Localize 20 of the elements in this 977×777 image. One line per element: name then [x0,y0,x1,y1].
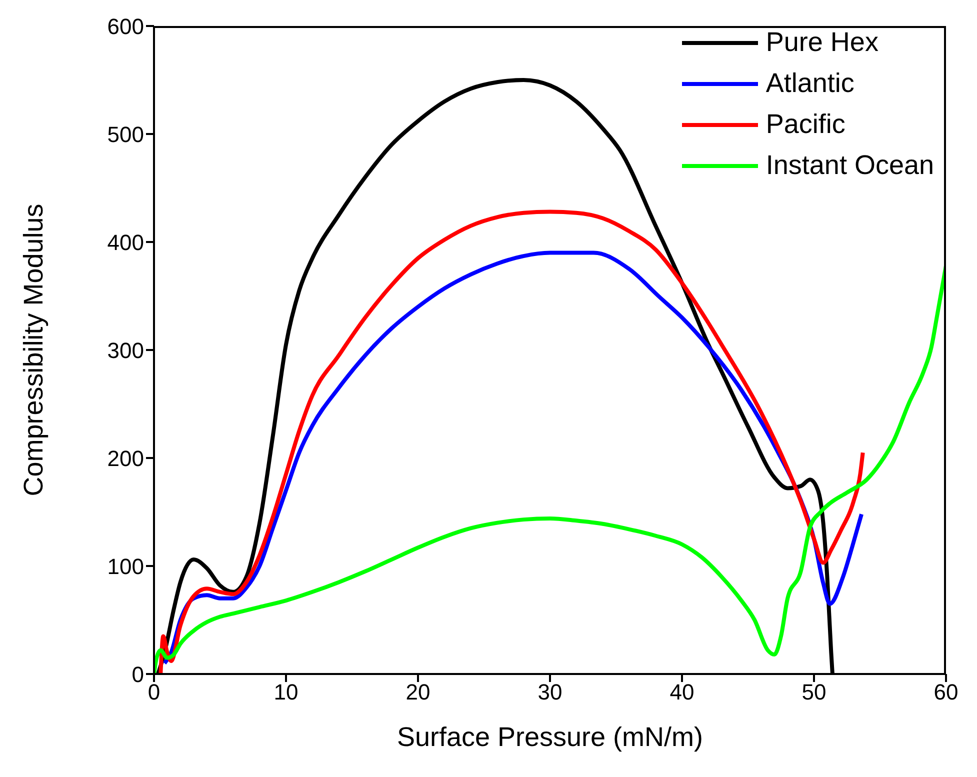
y-tick-label: 600 [107,14,144,39]
x-tick-label: 60 [934,680,958,705]
y-tick-label: 400 [107,230,144,255]
x-tick-label: 50 [802,680,826,705]
y-tick-label: 200 [107,446,144,471]
x-axis-title: Surface Pressure (mN/m) [396,722,704,753]
y-tick-label: 0 [132,662,144,687]
legend-label: Pacific [766,108,846,141]
x-tick-label: 30 [538,680,562,705]
legend-label: Atlantic [766,67,854,100]
y-tick-label: 500 [107,122,144,147]
legend-label: Pure Hex [766,26,878,59]
x-tick-label: 10 [274,680,298,705]
x-tick-label: 20 [406,680,430,705]
y-axis-title: Compressibility Modulus [18,204,50,496]
y-tick-label: 100 [107,554,144,579]
legend-label: Instant Ocean [766,149,934,182]
x-tick-label: 40 [670,680,694,705]
y-tick-label: 300 [107,338,144,363]
x-tick-label: 0 [148,680,160,705]
